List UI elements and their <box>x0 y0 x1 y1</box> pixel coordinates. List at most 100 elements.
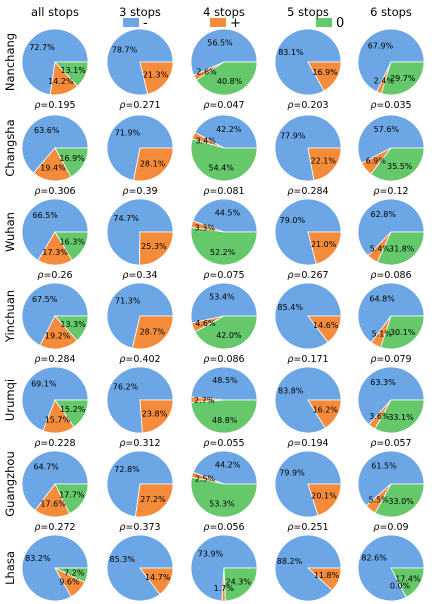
rho-label: ρ=0.047 <box>203 100 244 111</box>
pie-slice-1 <box>307 147 342 181</box>
rho-label: ρ=0.34 <box>122 270 157 281</box>
pie-slice-1 <box>306 567 342 591</box>
slice-label: 14.7% <box>145 573 171 582</box>
column-title: 6 stops <box>370 5 412 19</box>
slice-label: 20.1% <box>311 492 337 501</box>
slice-label: 15.7% <box>45 416 71 425</box>
column-titles: all stops 3 stops 4 stops 5 stops 6 stops <box>31 5 412 19</box>
pie-slice-1 <box>139 567 174 595</box>
rho-label: ρ=0.306 <box>34 186 75 197</box>
pie-slice-0 <box>357 366 425 426</box>
pie-yinchuan-0: 67.5% 19.2% 13.3% ρ=0.284 <box>21 282 89 365</box>
pie-slice-0 <box>21 114 89 174</box>
pie-slice-1 <box>32 147 72 182</box>
slice-label: 28.1% <box>140 159 166 168</box>
pie-slice-0 <box>21 366 89 432</box>
row-label: Urumqi <box>3 379 17 421</box>
slice-label: 3.4% <box>195 137 216 146</box>
slice-label: 1.7% <box>214 584 235 593</box>
rho-label: ρ=0.056 <box>203 522 244 533</box>
pie-slice-2 <box>190 138 258 182</box>
slice-label: 74.7% <box>113 214 139 223</box>
slice-label: 25.3% <box>141 242 167 251</box>
pie-changsha-3: 77.9% 22.1% ρ=0.284 <box>274 114 342 197</box>
slice-label: 79.0% <box>280 216 306 225</box>
slice-label: 11.8% <box>314 571 340 580</box>
row-labels: Nanchang Changsha Wuhan Yinchuan Urumqi Guang… <box>3 33 17 585</box>
slice-label: 33.1% <box>388 413 414 422</box>
rho-label: ρ=0.312 <box>119 438 160 449</box>
pie-slice-1 <box>307 483 342 516</box>
slice-label: 35.5% <box>387 162 413 171</box>
slice-label: 33.0% <box>388 497 414 506</box>
slice-label: 16.2% <box>313 406 339 415</box>
rho-label: ρ=0.171 <box>287 354 328 365</box>
pie-slice-1 <box>131 315 174 350</box>
pie-lhasa-1: 85.3%14.7%ρ=0.172 <box>106 534 174 602</box>
slice-label: 29.7% <box>390 74 416 83</box>
rho-label: ρ=0.057 <box>370 438 411 449</box>
pie-nanchang-1: 78.7% 21.3% ρ=0.271 <box>106 28 174 111</box>
pie-wuhan-3: 79.0% 21.0% ρ=0.267 <box>274 198 342 281</box>
slice-label: 53.3% <box>209 500 235 509</box>
pie-guangzhou-3: 79.9% 20.1% ρ=0.251 <box>274 450 342 533</box>
pie-slice-2 <box>190 226 258 266</box>
column-title: all stops <box>31 5 79 19</box>
legend: - +0 <box>123 16 344 31</box>
pie-slice-2 <box>190 476 258 518</box>
rho-label: ρ=0.075 <box>203 270 244 281</box>
slice-label: 16.3% <box>60 238 86 247</box>
pie-slice-2 <box>54 61 89 87</box>
slice-label: 82.6% <box>361 554 387 563</box>
slice-label: 14.6% <box>313 321 339 330</box>
slice-label: 79.9% <box>279 468 305 477</box>
rho-label: ρ=0.284 <box>34 354 75 365</box>
slice-label: 42.2% <box>216 125 242 134</box>
pie-slice-0 <box>357 114 425 164</box>
slice-label: 53.4% <box>209 292 235 301</box>
slice-label: 13.3% <box>60 320 86 329</box>
legend-swatch <box>316 18 332 27</box>
pie-urumqi-0: 69.1% 15.7% 15.2% ρ=0.228 <box>21 366 89 449</box>
pie-slice-0 <box>192 450 258 485</box>
slice-label: 27.2% <box>140 495 166 504</box>
pie-slice-2 <box>190 399 258 434</box>
pie-slice-1 <box>138 231 174 266</box>
slice-label: 62.8% <box>371 210 397 219</box>
slice-label: 24.3% <box>226 578 252 587</box>
slice-label: 72.7% <box>29 43 55 52</box>
rho-label: ρ=0.086 <box>370 270 411 281</box>
pie-yinchuan-2: 53.4% 4.6%42.0% ρ=0.086 <box>190 282 258 365</box>
pie-changsha-0: 63.6% 19.4%16.9% ρ=0.306 <box>21 114 89 197</box>
slice-label: 73.9% <box>198 550 224 559</box>
slice-label: 21.0% <box>311 240 337 249</box>
slice-label: 40.8% <box>217 77 243 86</box>
pie-yinchuan-3: 85.4% 14.6% ρ=0.171 <box>274 282 342 365</box>
rho-label: ρ=0.055 <box>203 438 244 449</box>
slice-label: 22.1% <box>311 157 337 166</box>
slice-label: 57.6% <box>374 125 400 134</box>
pie-nanchang-4: 67.9% 2.4%29.7% ρ=0.035 <box>357 28 425 111</box>
pie-urumqi-2: 48.5% 2.7% 48.8% ρ=0.055 <box>190 366 258 449</box>
slice-label: 30.1% <box>390 328 416 337</box>
row-label: Changsha <box>3 119 17 176</box>
slice-label: 42.0% <box>216 331 242 340</box>
pie-slice-2 <box>54 231 89 261</box>
slice-label: 5.4% <box>370 244 391 253</box>
column-title: 3 stops <box>119 5 161 19</box>
pie-slice-2 <box>374 399 425 434</box>
slice-label: 71.3% <box>115 296 141 305</box>
rho-label: ρ=0.272 <box>34 522 75 533</box>
pie-slice-1 <box>134 483 174 518</box>
slice-label: 6.9% <box>366 157 387 166</box>
slice-label: 67.9% <box>368 41 394 50</box>
pie-slice-1 <box>139 399 174 434</box>
legend-entry-1: + <box>210 16 241 31</box>
pie-yinchuan-1: 71.3% 28.7% ρ=0.402 <box>106 282 174 365</box>
pie-slice-2 <box>54 567 89 583</box>
slice-label: 17.4% <box>395 574 421 583</box>
legend-label: 0 <box>336 16 344 31</box>
slice-label: 17.6% <box>40 500 66 509</box>
pie-nanchang-2: 56.5% 2.6%40.8% ρ=0.047 <box>190 28 258 111</box>
pie-lhasa-0: 83.2%9.6%7.2%ρ=0.116 <box>21 534 89 602</box>
